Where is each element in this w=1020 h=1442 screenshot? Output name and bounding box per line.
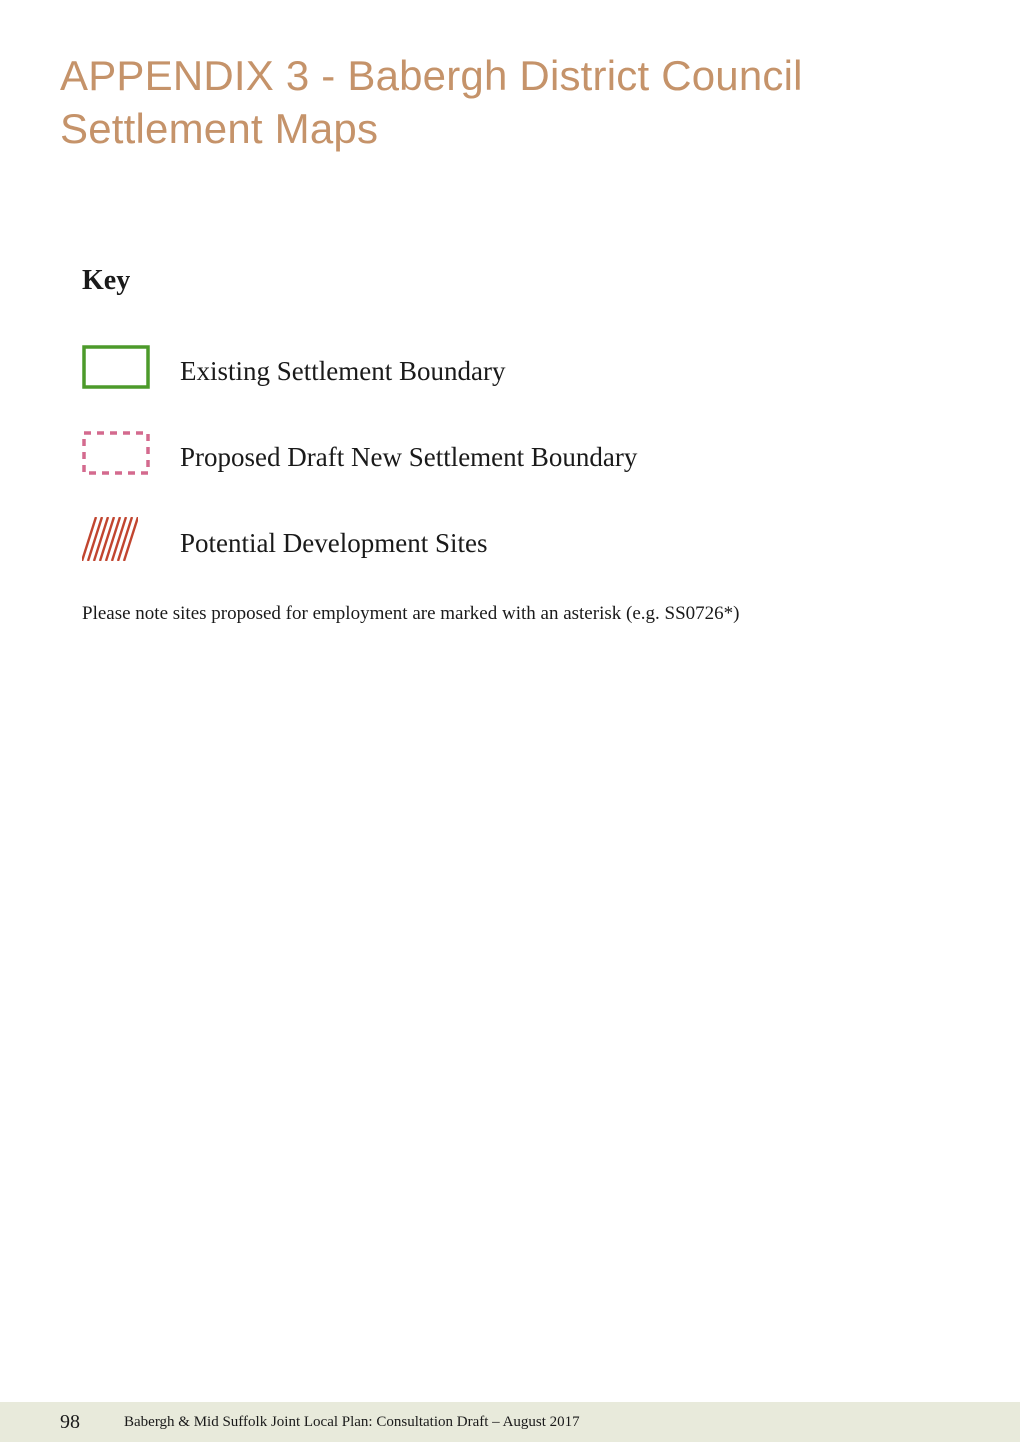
legend-heading: Key [82, 265, 960, 297]
legend-item-existing: Existing Settlement Boundary [82, 345, 960, 389]
page-number: 98 [60, 1411, 80, 1434]
legend-section: Key Existing Settlement Boundary Propose… [60, 265, 960, 625]
potential-sites-icon [82, 517, 150, 561]
legend-label: Existing Settlement Boundary [180, 357, 505, 389]
legend-item-proposed: Proposed Draft New Settlement Boundary [82, 431, 960, 475]
legend-note: Please note sites proposed for employmen… [82, 603, 960, 625]
footer-text: Babergh & Mid Suffolk Joint Local Plan: … [124, 1414, 580, 1431]
proposed-boundary-icon [82, 431, 150, 475]
legend-label: Potential Development Sites [180, 529, 487, 561]
legend-label: Proposed Draft New Settlement Boundary [180, 443, 637, 475]
page: APPENDIX 3 - Babergh District Council Se… [0, 0, 1020, 1442]
existing-boundary-icon [82, 345, 150, 389]
page-title: APPENDIX 3 - Babergh District Council Se… [60, 50, 960, 155]
page-footer: 98 Babergh & Mid Suffolk Joint Local Pla… [0, 1402, 1020, 1442]
legend-item-potential: Potential Development Sites [82, 517, 960, 561]
